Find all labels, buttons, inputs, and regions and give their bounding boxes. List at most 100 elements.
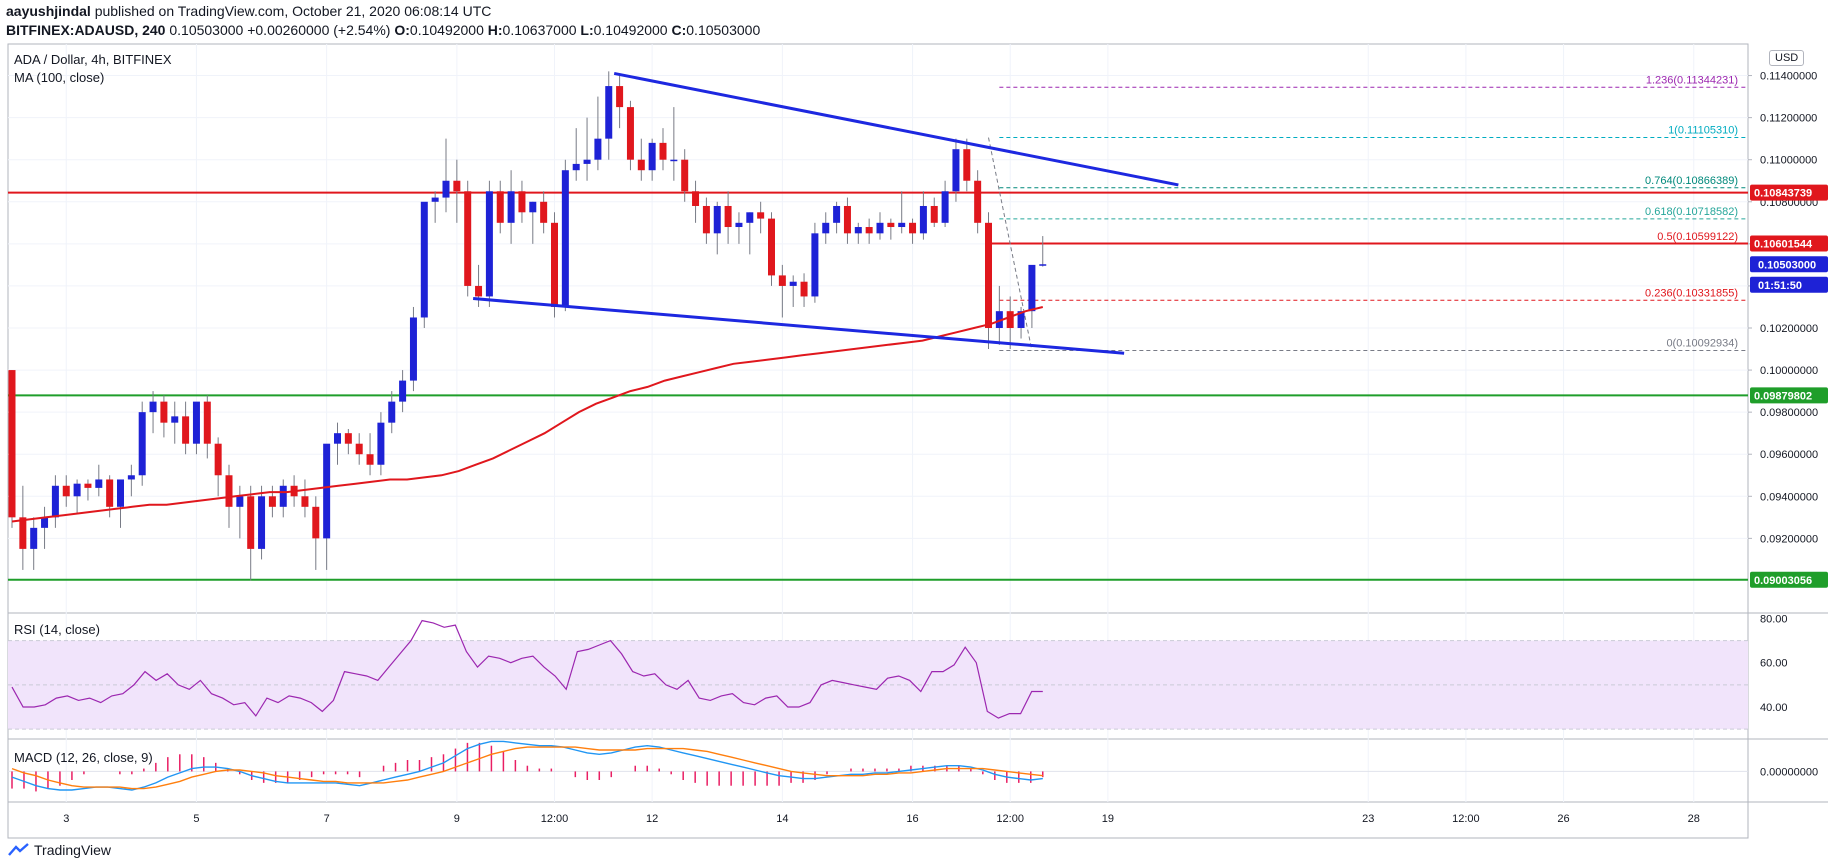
- candle-body: [399, 380, 407, 402]
- ma-legend: MA (100, close): [14, 70, 105, 85]
- time-tick-label: 5: [193, 813, 199, 825]
- candle-body: [323, 443, 331, 539]
- candle-body: [583, 159, 591, 164]
- candle-body: [670, 159, 678, 162]
- candle-body: [529, 201, 537, 213]
- candle-body: [681, 159, 689, 192]
- price-tick-label: 0.10000000: [1760, 365, 1818, 377]
- candle-body: [898, 222, 906, 228]
- candle-body: [236, 496, 244, 507]
- candle-body: [854, 227, 862, 234]
- symbol-label[interactable]: BITFINEX:ADAUSD, 240: [6, 22, 166, 38]
- candle-body: [876, 222, 884, 234]
- candle-body: [518, 191, 526, 213]
- time-tick-label: 12: [646, 813, 658, 825]
- high-value: 0.10637000: [502, 22, 577, 38]
- level-price-tag: [1750, 184, 1828, 201]
- candle-body: [366, 454, 374, 465]
- candle-body: [95, 479, 103, 488]
- candle-body: [713, 205, 721, 234]
- fib-level-label: 0.764(0.10866389): [1645, 175, 1738, 187]
- candle-body: [811, 233, 819, 297]
- low-label: L:: [580, 22, 594, 38]
- candle-body: [757, 212, 765, 219]
- candle-body: [702, 205, 710, 234]
- candle-body: [62, 485, 70, 497]
- candle-body: [312, 506, 320, 539]
- level-price-label: 0.10843739: [1754, 188, 1812, 200]
- candle-body: [225, 475, 233, 507]
- fib-level-label: 0.618(0.10718582): [1645, 206, 1738, 218]
- time-tick-label: 12:00: [1452, 813, 1480, 825]
- time-tick-label: 14: [776, 813, 788, 825]
- price-tick-label: 0.11400000: [1760, 71, 1817, 83]
- tradingview-brand[interactable]: TradingView: [8, 842, 111, 858]
- candle-body: [637, 159, 645, 171]
- candle-body: [1006, 311, 1014, 328]
- fib-level-label: 1(0.11105310): [1668, 125, 1738, 137]
- candle-body: [117, 479, 124, 507]
- candle-body: [334, 433, 341, 444]
- level-price-label: 0.10601544: [1754, 239, 1813, 251]
- candle-body: [355, 443, 363, 455]
- candle-body: [84, 483, 92, 488]
- candle-body: [214, 443, 222, 476]
- candle-body: [106, 479, 114, 507]
- candle-body: [995, 311, 1003, 328]
- time-tick-label: 7: [324, 813, 330, 825]
- candle-body: [735, 222, 743, 228]
- candle-body: [952, 149, 960, 192]
- candle-body: [344, 433, 352, 444]
- candle-body: [833, 205, 841, 223]
- candle-body: [626, 107, 634, 160]
- candle-body: [919, 205, 927, 234]
- published-text: published on TradingView.com, October 21…: [94, 3, 492, 19]
- candle-body: [30, 527, 38, 549]
- rsi-legend: RSI (14, close): [14, 622, 100, 637]
- high-label: H:: [487, 22, 503, 38]
- price-change: +0.00260000 (+2.54%): [247, 22, 391, 38]
- price-tick-label: 0.09600000: [1760, 449, 1818, 461]
- candle-body: [51, 485, 59, 518]
- candle-body: [572, 163, 580, 171]
- time-tick-label: 16: [906, 813, 918, 825]
- candle-body: [301, 496, 309, 507]
- candle-body: [41, 517, 49, 528]
- level-price-tag: [1750, 571, 1828, 588]
- candle-body: [963, 149, 971, 181]
- close-value: 0.10503000: [686, 22, 761, 38]
- candle-body: [605, 86, 613, 139]
- candle-body: [464, 191, 472, 286]
- rsi-tick-label: 80.00: [1760, 613, 1788, 625]
- currency-button[interactable]: USD: [1769, 50, 1805, 66]
- time-tick-label: 3: [63, 813, 69, 825]
- candle-body: [887, 222, 895, 228]
- price-tick-label: 0.09400000: [1760, 491, 1818, 503]
- candle-body: [182, 416, 190, 444]
- candle-body: [268, 496, 276, 507]
- level-price-label: 0.09003056: [1754, 575, 1812, 587]
- candle-body: [138, 412, 146, 476]
- candle-body: [127, 475, 135, 480]
- level-price-label: 0.09879802: [1754, 390, 1812, 402]
- candle-body: [247, 496, 255, 549]
- current-price-label: 01:51:50: [1758, 280, 1802, 292]
- open-label: O:: [394, 22, 410, 38]
- candle-body: [659, 142, 667, 160]
- current-price-label: 0.10503000: [1758, 259, 1816, 271]
- candle-body: [648, 142, 656, 171]
- time-tick-label: 19: [1102, 813, 1114, 825]
- candle-body: [442, 180, 450, 198]
- candle-body: [822, 222, 830, 234]
- candle-body: [616, 86, 624, 108]
- rsi-line: [11, 619, 1043, 719]
- author-name[interactable]: aayushjindal: [6, 3, 91, 19]
- candle-body: [475, 285, 483, 297]
- fib-anchor-line: [988, 137, 1033, 351]
- candle-body: [203, 401, 211, 444]
- candle-body: [941, 191, 949, 223]
- time-tick-label: 26: [1557, 813, 1569, 825]
- time-tick-label: 28: [1688, 813, 1700, 825]
- last-price: 0.10503000: [169, 22, 244, 38]
